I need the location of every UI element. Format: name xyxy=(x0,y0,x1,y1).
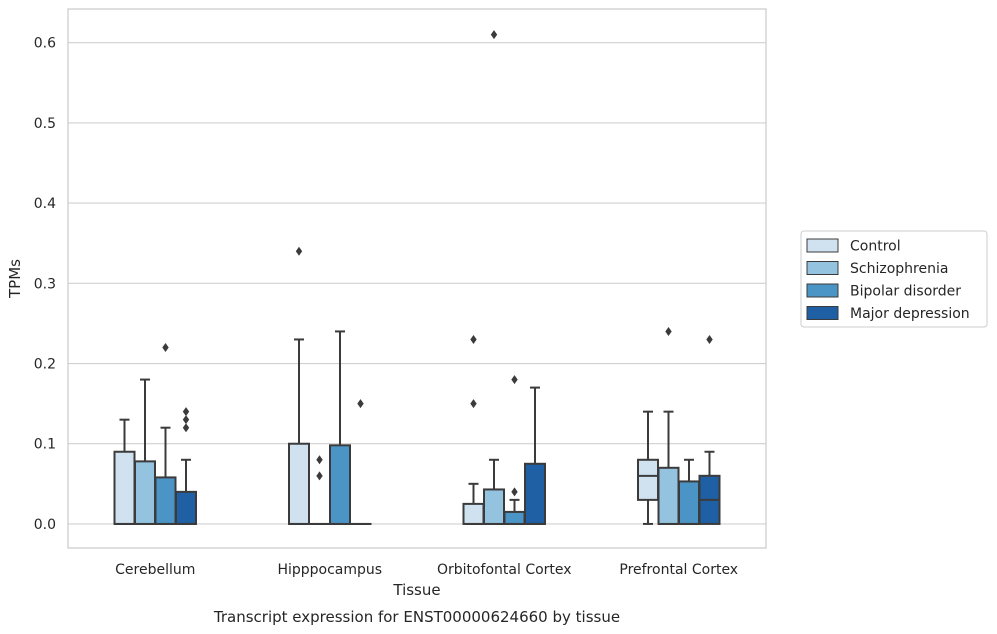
y-tick-label: 0.3 xyxy=(34,276,56,292)
box-group xyxy=(349,399,372,525)
plot-frame xyxy=(67,8,767,549)
box xyxy=(678,480,700,525)
outlier-point xyxy=(357,399,364,409)
box xyxy=(637,458,659,501)
outlier-point xyxy=(316,455,323,465)
x-tick-label: Hipppocampus xyxy=(277,562,382,578)
y-tick-label: 0.4 xyxy=(34,196,56,212)
outlier-point xyxy=(182,415,190,425)
box-group xyxy=(154,342,177,525)
y-tick-label: 0.0 xyxy=(34,517,56,533)
box xyxy=(134,460,156,525)
box-group xyxy=(329,330,351,525)
outlier-point xyxy=(665,326,672,336)
box-group xyxy=(657,326,680,525)
box-group xyxy=(175,407,197,525)
outlier-point xyxy=(470,399,477,409)
box xyxy=(483,488,505,525)
outlier-point xyxy=(706,334,713,344)
box xyxy=(657,466,680,525)
x-tick-labels: Cerebellum Hipppocampus Orbitofontal Corte… xyxy=(115,562,738,578)
box-group xyxy=(503,375,526,525)
y-tick-label: 0.5 xyxy=(34,116,56,132)
box-group xyxy=(524,386,546,525)
box-group xyxy=(698,334,721,525)
y-tick-labels: 0.0 0.1 0.2 0.3 0.4 0.5 0.6 xyxy=(34,36,56,533)
y-tick-label: 0.1 xyxy=(34,437,56,453)
box xyxy=(154,476,177,525)
box xyxy=(462,502,485,525)
box xyxy=(175,490,197,525)
box-group xyxy=(308,455,331,525)
y-tick-label: 0.2 xyxy=(34,357,56,373)
legend-swatch xyxy=(806,306,839,320)
box-group xyxy=(288,246,310,525)
outlier-point xyxy=(490,30,498,40)
y-tick-label: 0.6 xyxy=(34,36,56,52)
gridlines xyxy=(68,42,766,525)
outlier-point xyxy=(162,342,169,352)
x-tick-label: Cerebellum xyxy=(115,562,195,578)
outlier-point xyxy=(511,375,518,385)
outlier-point xyxy=(182,407,190,417)
box xyxy=(288,442,310,525)
outlier-point xyxy=(511,487,518,497)
box-group xyxy=(483,30,505,525)
box xyxy=(113,450,136,525)
outlier-point xyxy=(470,334,477,344)
x-axis-label: Tissue xyxy=(392,581,440,599)
box-group xyxy=(134,378,156,525)
box-group xyxy=(113,418,136,525)
y-axis-label: TPMs xyxy=(6,259,24,299)
outlier-point xyxy=(182,423,190,433)
box xyxy=(524,462,546,525)
box xyxy=(329,444,351,525)
box-group xyxy=(637,410,659,525)
legend-swatch xyxy=(806,238,839,253)
legend-label: Control xyxy=(850,239,901,255)
outlier-point xyxy=(295,246,303,256)
chart-caption: Transcript expression for ENST0000062466… xyxy=(213,608,620,626)
legend-swatch xyxy=(806,283,839,298)
outlier-point xyxy=(316,471,323,481)
legend-label: Bipolar disorder xyxy=(850,284,961,300)
legend: Control Schizophrenia Bipolar disorder Majo… xyxy=(800,230,988,328)
x-tick-label: Prefrontal Cortex xyxy=(619,562,738,578)
box-group xyxy=(678,458,700,525)
box-group xyxy=(462,334,485,525)
legend-label: Major depression xyxy=(850,306,970,322)
boxplot-layer xyxy=(113,30,721,525)
box xyxy=(503,510,526,525)
legend-swatch xyxy=(806,261,839,275)
x-tick-label: Orbitofontal Cortex xyxy=(437,562,572,578)
legend-label: Schizophrenia xyxy=(850,261,948,277)
legend-frame xyxy=(800,230,988,328)
